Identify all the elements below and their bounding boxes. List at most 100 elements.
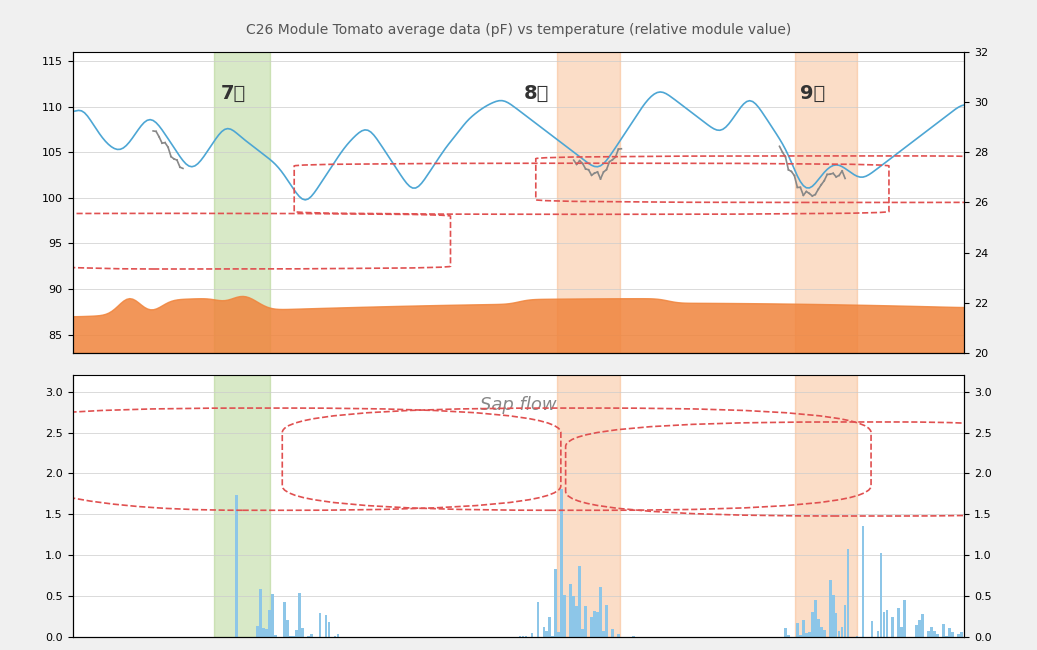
Bar	[943, 624, 945, 637]
Bar	[916, 625, 918, 637]
Bar	[557, 52, 619, 353]
Bar	[542, 627, 545, 637]
Bar	[811, 612, 814, 637]
Bar	[841, 627, 843, 637]
Bar	[927, 631, 930, 637]
Bar	[921, 614, 924, 637]
Bar	[617, 634, 620, 637]
Bar	[897, 608, 900, 637]
Bar	[259, 590, 261, 637]
Bar	[957, 634, 960, 637]
Bar	[274, 634, 277, 637]
Bar	[328, 623, 331, 637]
Bar	[838, 630, 840, 637]
Bar	[256, 626, 259, 637]
Bar	[823, 630, 825, 637]
Bar	[933, 630, 936, 637]
Bar	[283, 603, 286, 637]
Text: 7일: 7일	[221, 84, 246, 103]
Bar	[292, 636, 295, 637]
Bar	[552, 636, 554, 637]
Legend: C4E 평균 cap, C26_온도: C4E 평균 cap, C26_온도	[409, 390, 628, 413]
Bar	[235, 495, 237, 637]
Bar	[307, 636, 310, 637]
Bar	[960, 632, 962, 637]
Bar	[262, 628, 264, 637]
Bar	[945, 636, 948, 637]
Bar	[572, 596, 576, 637]
Bar	[298, 593, 301, 637]
Bar	[919, 620, 921, 637]
Bar	[802, 619, 805, 637]
Bar	[814, 600, 816, 637]
Bar	[882, 612, 886, 637]
Bar	[563, 595, 566, 637]
Bar	[518, 636, 522, 637]
Bar	[795, 375, 858, 637]
Bar	[337, 634, 339, 637]
Bar	[549, 617, 551, 637]
Bar	[301, 628, 304, 637]
Bar	[295, 630, 298, 637]
Bar	[606, 605, 608, 637]
Bar	[796, 623, 798, 637]
Bar	[590, 617, 593, 637]
Bar	[531, 633, 533, 637]
Bar	[930, 627, 933, 637]
Bar	[936, 634, 938, 637]
Bar	[832, 595, 835, 637]
Text: C26 Module Tomato average data (pF) vs temperature (relative module value): C26 Module Tomato average data (pF) vs t…	[246, 23, 791, 37]
Bar	[265, 629, 268, 637]
Bar	[579, 566, 581, 637]
Bar	[800, 634, 802, 637]
Bar	[829, 580, 832, 637]
Bar	[892, 618, 894, 637]
Bar	[599, 587, 601, 637]
Bar	[271, 594, 274, 637]
Bar	[602, 630, 605, 637]
Bar	[820, 627, 822, 637]
Bar	[318, 613, 321, 637]
Bar	[584, 606, 587, 637]
Bar	[844, 605, 846, 637]
Bar	[871, 621, 873, 637]
Bar	[596, 612, 599, 637]
Bar	[903, 601, 906, 637]
Bar	[555, 569, 557, 637]
Bar	[808, 632, 811, 637]
Bar	[310, 634, 312, 637]
Bar	[632, 636, 635, 637]
Bar	[569, 584, 572, 637]
Bar	[787, 635, 790, 637]
Text: 8일: 8일	[524, 84, 549, 103]
Bar	[835, 613, 838, 637]
Bar	[805, 633, 808, 637]
Bar	[582, 629, 584, 637]
Bar	[557, 375, 619, 637]
Bar	[795, 52, 858, 353]
Bar	[951, 632, 954, 637]
Bar	[611, 629, 614, 637]
Bar	[269, 610, 271, 637]
Bar	[817, 619, 819, 637]
Bar	[525, 636, 527, 637]
Bar	[214, 52, 270, 353]
Bar	[536, 603, 539, 637]
Bar	[545, 631, 549, 637]
Bar	[784, 629, 787, 637]
Bar	[560, 489, 563, 637]
Bar	[900, 627, 903, 637]
Bar	[576, 606, 578, 637]
Bar	[334, 636, 336, 637]
Bar	[286, 620, 288, 637]
Bar	[879, 553, 882, 637]
Bar	[558, 632, 560, 637]
Bar	[876, 631, 879, 637]
Bar	[862, 526, 864, 637]
Bar	[948, 628, 951, 637]
Text: 9일: 9일	[801, 84, 825, 103]
Bar	[593, 611, 596, 637]
Text: Sap flow: Sap flow	[480, 396, 557, 414]
Bar	[886, 610, 889, 637]
Bar	[325, 615, 328, 637]
